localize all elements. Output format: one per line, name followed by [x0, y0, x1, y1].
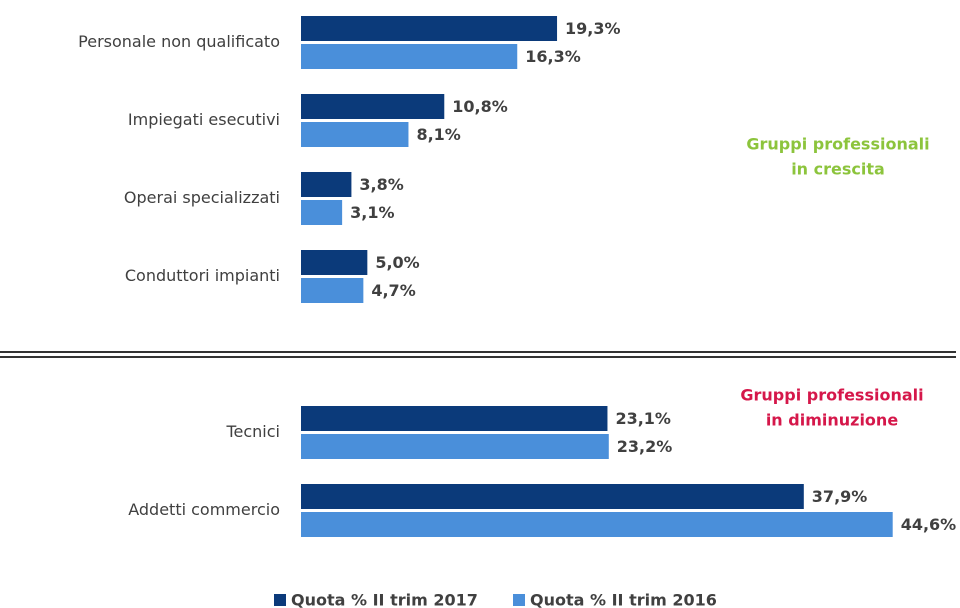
value-label: 23,1% [615, 409, 671, 428]
bar [301, 200, 343, 225]
value-label: 3,1% [350, 203, 394, 222]
value-label: 37,9% [812, 487, 868, 506]
category-label: Conduttori impianti [125, 266, 280, 285]
annotation: in crescita [791, 160, 885, 179]
annotation: in diminuzione [766, 411, 899, 430]
category-label: Operai specializzati [124, 188, 280, 207]
value-label: 4,7% [371, 281, 415, 300]
category-label: Addetti commercio [128, 500, 280, 519]
bar [301, 406, 608, 431]
bar [301, 122, 409, 147]
value-label: 23,2% [617, 437, 673, 456]
bar [301, 94, 445, 119]
value-label: 16,3% [525, 47, 581, 66]
legend-label: Quota % II trim 2016 [530, 591, 717, 608]
annotation: Gruppi professionali [740, 386, 923, 405]
bar [301, 434, 609, 459]
bar [301, 278, 364, 303]
bar [301, 44, 518, 69]
annotation: Gruppi professionali [746, 135, 929, 154]
bar [301, 484, 804, 509]
value-label: 5,0% [375, 253, 419, 272]
value-label: 10,8% [452, 97, 508, 116]
legend-swatch [513, 594, 525, 606]
category-label: Impiegati esecutivi [128, 110, 280, 129]
bar [301, 250, 368, 275]
value-label: 44,6% [901, 515, 957, 534]
bar [301, 16, 558, 41]
bar [301, 172, 352, 197]
bar [301, 512, 893, 537]
category-label: Tecnici [225, 422, 280, 441]
category-label: Personale non qualificato [78, 32, 280, 51]
legend-label: Quota % II trim 2017 [291, 591, 478, 608]
value-label: 8,1% [416, 125, 460, 144]
legend-swatch [274, 594, 286, 606]
value-label: 19,3% [565, 19, 621, 38]
value-label: 3,8% [359, 175, 403, 194]
